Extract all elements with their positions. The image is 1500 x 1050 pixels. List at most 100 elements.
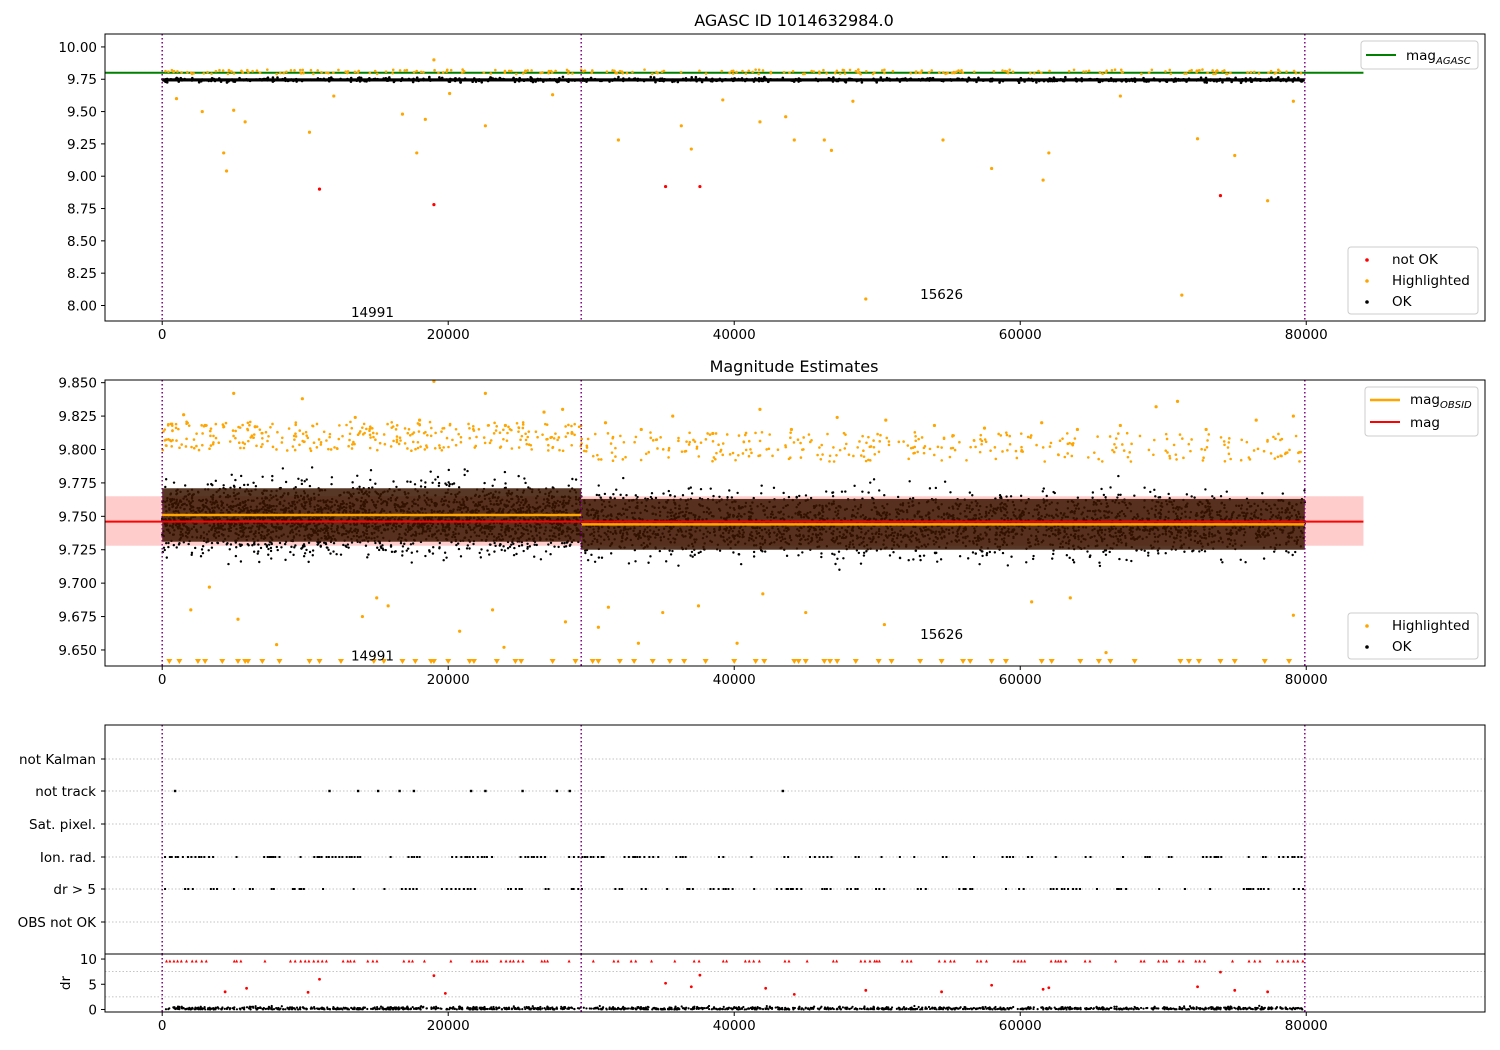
- ok-point: [201, 545, 205, 548]
- ok-point: [210, 541, 214, 545]
- highlighted-point: [1273, 72, 1276, 75]
- ok-point: [459, 555, 463, 558]
- ok-point: [671, 78, 675, 82]
- ok-point: [584, 551, 587, 555]
- highlighted-point: [391, 71, 394, 75]
- highlighted-point: [883, 68, 886, 72]
- highlighted-point: [1008, 68, 1012, 72]
- highlighted-point: [357, 69, 361, 73]
- ok-point: [276, 548, 279, 552]
- highlighted-point: [1277, 68, 1280, 72]
- ok-point: [235, 78, 239, 82]
- ok-point: [636, 79, 639, 82]
- ok-point: [523, 477, 526, 480]
- ok-point: [432, 546, 435, 549]
- highlighted-point: [214, 69, 218, 73]
- ok-point: [349, 80, 353, 83]
- ok-point: [763, 550, 767, 553]
- ok-point: [238, 543, 241, 546]
- ok-point: [295, 80, 298, 83]
- ok-point: [309, 78, 312, 81]
- highlighted-point: [445, 70, 448, 73]
- ok-point: [678, 78, 682, 82]
- ok-point: [668, 78, 672, 82]
- highlighted-point: [1229, 71, 1232, 75]
- highlighted-point: [275, 72, 278, 76]
- highlighted-point: [1113, 68, 1117, 72]
- panel1-axes-frame: [104, 33, 1486, 322]
- ok-point: [431, 552, 435, 555]
- ok-point: [597, 484, 600, 487]
- highlighted-point: [941, 138, 945, 142]
- ok-point: [545, 79, 548, 82]
- ok-point: [369, 469, 373, 472]
- ok-point: [175, 546, 178, 549]
- ok-point: [512, 553, 516, 557]
- highlighted-point: [571, 72, 574, 75]
- ok-point: [428, 75, 431, 79]
- highlighted-point: [611, 69, 614, 72]
- ok-point: [167, 545, 170, 549]
- ok-point: [1217, 78, 1221, 82]
- ok-point: [567, 484, 570, 487]
- ok-point: [185, 78, 189, 82]
- ok-point: [1234, 77, 1238, 81]
- ok-point: [517, 474, 520, 478]
- ok-point: [798, 494, 801, 498]
- highlighted-point: [784, 115, 788, 119]
- ok-point: [163, 548, 166, 552]
- ok-point: [573, 79, 577, 82]
- highlighted-point: [441, 71, 445, 74]
- ok-point: [1186, 78, 1189, 82]
- ok-point: [210, 546, 214, 549]
- ok-point: [327, 76, 331, 80]
- legend-subscript-agasc: AGASC: [1435, 56, 1471, 67]
- highlighted-point: [312, 72, 315, 76]
- ok-point: [190, 551, 194, 555]
- highlighted-point: [689, 147, 693, 151]
- ok-point: [283, 542, 287, 546]
- highlighted-point: [521, 72, 525, 75]
- ok-point: [794, 77, 798, 81]
- ok-point: [934, 486, 938, 490]
- ok-point: [596, 78, 599, 82]
- highlighted-point: [1183, 72, 1186, 75]
- ok-point: [1244, 77, 1248, 80]
- ok-point: [981, 79, 985, 82]
- y-tick-label: 8.25: [67, 266, 97, 282]
- ok-point: [366, 556, 369, 559]
- highlighted-point: [1147, 71, 1151, 74]
- ok-point: [839, 78, 843, 82]
- ok-point: [634, 560, 637, 563]
- highlighted-point: [631, 70, 634, 74]
- ok-point: [968, 77, 972, 81]
- ok-point: [491, 484, 494, 487]
- ok-point: [1279, 79, 1283, 83]
- highlighted-point: [289, 68, 293, 72]
- ok-point: [919, 558, 922, 562]
- highlighted-point: [514, 72, 518, 76]
- ok-point: [410, 551, 414, 554]
- ok-point: [350, 541, 354, 544]
- highlighted-point: [316, 69, 320, 72]
- ok-point: [455, 543, 458, 547]
- ok-point: [267, 553, 270, 556]
- ok-point: [752, 550, 756, 554]
- ok-point: [325, 78, 329, 82]
- highlighted-point: [660, 70, 664, 74]
- highlighted-point: [526, 69, 530, 72]
- ok-point: [694, 75, 698, 79]
- highlighted-point: [278, 71, 282, 75]
- ok-point: [448, 482, 452, 486]
- ok-point: [780, 78, 784, 82]
- ok-point: [165, 81, 169, 84]
- ok-point: [1073, 78, 1076, 82]
- highlighted-point: [880, 69, 884, 72]
- ok-point: [406, 480, 409, 483]
- ok-point: [1225, 490, 1228, 493]
- ok-point: [849, 77, 853, 81]
- highlighted-point: [462, 70, 466, 73]
- highlighted-point: [621, 71, 625, 75]
- ok-point: [975, 80, 978, 84]
- highlighted-point: [744, 72, 748, 75]
